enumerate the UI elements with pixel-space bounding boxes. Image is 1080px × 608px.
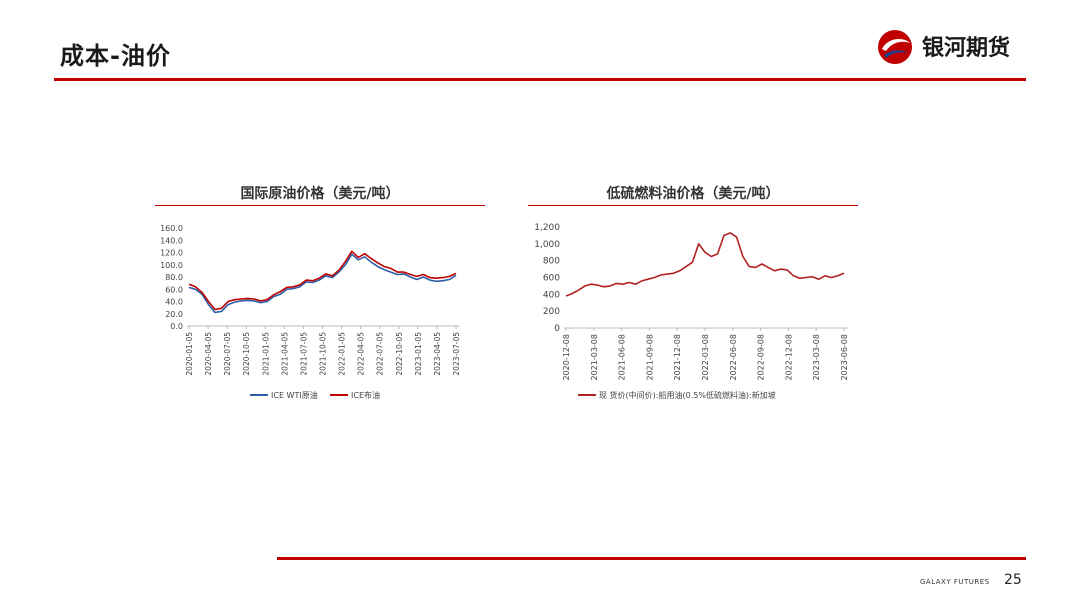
x-tick-label: 2022-04-05 [357, 332, 366, 376]
x-tick-label: 2022-12-08 [784, 334, 793, 381]
y-tick-label: 20.0 [165, 310, 183, 319]
page-title: 成本-油价 [60, 42, 171, 70]
x-tick-label: 2023-04-05 [433, 332, 442, 376]
x-tick-label: 2023-01-05 [414, 332, 423, 376]
x-tick-label: 2021-03-08 [590, 334, 599, 381]
x-tick-label: 2022-09-08 [757, 334, 766, 381]
x-tick-label: 2021-09-08 [645, 334, 654, 381]
y-tick-label: 140.0 [160, 236, 183, 245]
brand-name: 银河期货 [922, 36, 1011, 61]
x-tick-label: 2021-07-05 [299, 332, 308, 376]
y-tick-label: 120.0 [160, 249, 183, 258]
x-tick-label: 2021-04-05 [280, 332, 289, 376]
footer-brand: GALAXY FUTURES [920, 578, 990, 586]
y-tick-label: 160.0 [160, 224, 183, 233]
y-tick-label: 800 [543, 257, 560, 267]
y-tick-label: 40.0 [165, 298, 183, 307]
y-tick-label: 0 [554, 324, 560, 334]
legend-label: ICE WTI原油 [271, 390, 318, 400]
x-tick-label: 2022-01-05 [338, 332, 347, 376]
x-tick-label: 2023-06-08 [840, 334, 849, 381]
x-tick-label: 2020-01-05 [185, 332, 194, 376]
chart2-title: 低硫燃料油价格（美元/吨） [606, 186, 780, 202]
y-tick-label: 0.0 [170, 322, 183, 331]
chart2-title-rule [528, 205, 858, 206]
x-tick-label: 2022-06-08 [729, 334, 738, 381]
fuel-oil-chart: 0 200 400 600 800 1,000 1,200 2020-12-08 2021-03… [534, 223, 849, 400]
x-tick-label: 2020-12-08 [562, 334, 571, 381]
x-tick-label: 2021-06-08 [618, 334, 627, 381]
y-tick-label: 1,000 [534, 240, 560, 250]
x-tick-label: 2020-07-05 [223, 332, 232, 376]
galaxy-logo-icon [878, 30, 912, 64]
y-tick-label: 200 [543, 307, 560, 317]
x-tick-label: 2020-04-05 [204, 332, 213, 376]
x-tick-label: 2020-10-05 [242, 332, 251, 376]
y-tick-label: 400 [543, 290, 560, 300]
header-divider [54, 78, 1026, 81]
y-tick-label: 100.0 [160, 261, 183, 270]
x-tick-label: 2022-07-05 [376, 332, 385, 376]
x-tick-label: 2021-12-08 [673, 334, 682, 381]
footer-divider [277, 557, 1026, 560]
y-tick-label: 60.0 [165, 285, 183, 294]
series-line-1 [188, 250, 457, 311]
crude-oil-chart: 0.0 20.0 40.0 60.0 80.0 100.0 120.0 140.0 160.0 2… [160, 224, 461, 400]
page-number: 25 [1004, 572, 1022, 588]
y-tick-label: 1,200 [534, 223, 560, 233]
chart1-title-rule [155, 205, 485, 206]
series-line-0 [188, 253, 457, 314]
y-tick-label: 600 [543, 274, 560, 284]
y-tick-label: 80.0 [165, 273, 183, 282]
x-tick-label: 2021-01-05 [261, 332, 270, 376]
x-tick-label: 2023-07-05 [452, 332, 461, 376]
chart1-title: 国际原油价格（美元/吨） [240, 186, 400, 202]
x-tick-label: 2023-03-08 [812, 334, 821, 381]
legend-label: ICE布油 [351, 390, 380, 400]
x-tick-label: 2022-03-08 [701, 334, 710, 381]
x-tick-label: 2021-10-05 [319, 332, 328, 376]
legend-label: 现 货价(中间价):船用油(0.5%低硫燃料油):新加坡 [599, 390, 776, 400]
x-tick-label: 2022-10-05 [395, 332, 404, 376]
series-line-0 [565, 232, 845, 297]
